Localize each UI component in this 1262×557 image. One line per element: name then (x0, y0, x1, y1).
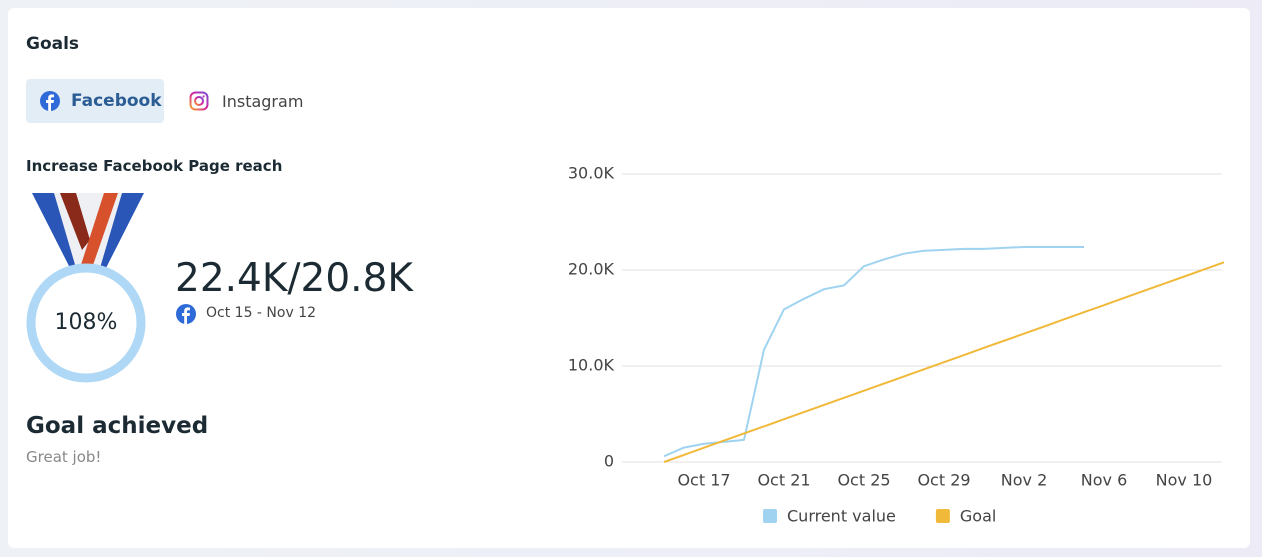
instagram-icon (189, 91, 209, 111)
y-tick-label: 30.0K (568, 164, 615, 183)
goals-card (8, 8, 1250, 548)
tab-facebook[interactable]: Facebook (26, 79, 164, 123)
facebook-icon (176, 304, 196, 324)
x-tick-label: Oct 21 (757, 471, 810, 490)
goal-progress: 22.4K/20.8K (175, 256, 413, 301)
goal-title: Increase Facebook Page reach (26, 157, 283, 175)
legend-swatch (763, 509, 777, 523)
x-tick-label: Nov 2 (1001, 471, 1048, 490)
goal-percent: 108% (54, 310, 118, 335)
y-tick-label: 10.0K (568, 356, 615, 375)
series-line (663, 261, 1225, 463)
y-tick-label: 0 (604, 452, 614, 471)
x-tick-label: Nov 10 (1156, 471, 1213, 490)
facebook-icon (40, 91, 60, 111)
tab-instagram[interactable]: Instagram (178, 79, 308, 123)
tab-label: Instagram (222, 92, 304, 111)
medal (26, 193, 146, 383)
legend-label: Goal (960, 507, 996, 526)
legend-swatch (935, 509, 950, 523)
x-tick-label: Oct 17 (677, 471, 730, 490)
y-tick-label: 20.0K (568, 260, 615, 279)
goal-message: Great job! (26, 448, 102, 466)
x-tick-label: Oct 25 (837, 471, 890, 490)
series-line (663, 245, 1084, 458)
legend-label: Current value (787, 507, 896, 526)
x-tick-label: Nov 6 (1081, 471, 1128, 490)
goal-dates: Oct 15 - Nov 12 (206, 305, 317, 321)
goal-status: Goal achieved (26, 413, 209, 439)
tab-label: Facebook (71, 91, 162, 111)
x-tick-label: Oct 29 (917, 471, 970, 490)
card-title: Goals (26, 34, 80, 54)
